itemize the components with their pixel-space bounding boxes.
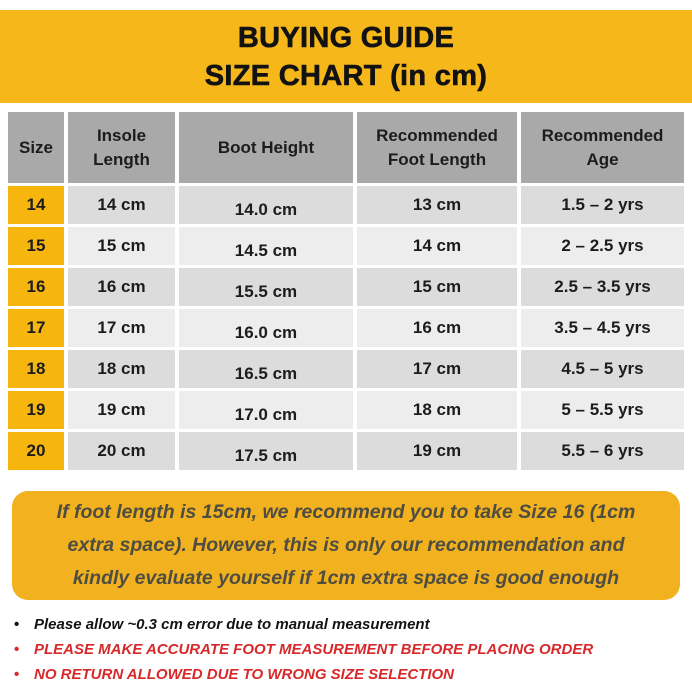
boot-height-value: 16.0 cm (234, 323, 298, 342)
bullet-icon: • (14, 641, 20, 658)
insole-length-cell: 20 cm (68, 432, 175, 470)
column-header-foot-length: Recommended Foot Length (357, 112, 517, 183)
boot-height-value: 14.5 cm (234, 241, 298, 260)
insole-length-cell: 15 cm (68, 227, 175, 265)
boot-height-value: 17.5 cm (234, 446, 298, 465)
boot-height-value: 14.0 cm (234, 200, 298, 219)
age-cell: 2.5 – 3.5 yrs (521, 268, 684, 306)
boot-height-cell: 16.5 cm (179, 350, 353, 388)
foot-length-cell: 14 cm (357, 227, 517, 265)
boot-height-cell: 17.0 cm (179, 391, 353, 429)
foot-length-cell: 19 cm (357, 432, 517, 470)
size-cell: 16 (8, 268, 64, 306)
size-cell: 18 (8, 350, 64, 388)
age-cell: 1.5 – 2 yrs (521, 186, 684, 224)
boot-height-cell: 14.5 cm (179, 227, 353, 265)
size-chart-subtitle: SIZE CHART (in cm) (204, 59, 488, 92)
insole-length-cell: 17 cm (68, 309, 175, 347)
age-cell: 2 – 2.5 yrs (521, 227, 684, 265)
foot-length-cell: 13 cm (357, 186, 517, 224)
size-cell: 15 (8, 227, 64, 265)
age-cell: 4.5 – 5 yrs (521, 350, 684, 388)
recommendation-note-box: If foot length is 15cm, we recommend you… (12, 491, 680, 600)
boot-height-value: 15.5 cm (234, 282, 298, 301)
age-cell: 3.5 – 4.5 yrs (521, 309, 684, 347)
size-chart-table: Size Insole Length Boot Height Recommend… (8, 112, 684, 470)
disclaimer-no-return: • NO RETURN ALLOWED DUE TO WRONG SIZE SE… (14, 662, 684, 687)
foot-length-cell: 16 cm (357, 309, 517, 347)
insole-length-cell: 19 cm (68, 391, 175, 429)
disclaimer-text: NO RETURN ALLOWED DUE TO WRONG SIZE SELE… (34, 666, 454, 683)
disclaimer-text: PLEASE MAKE ACCURATE FOOT MEASUREMENT BE… (34, 641, 594, 658)
title-banner: BUYING GUIDE SIZE CHART (in cm) (0, 10, 692, 103)
size-cell: 14 (8, 186, 64, 224)
size-cell: 17 (8, 309, 64, 347)
disclaimer-text: Please allow ~0.3 cm error due to manual… (34, 616, 430, 633)
disclaimer-measurement-error: • Please allow ~0.3 cm error due to manu… (14, 612, 684, 637)
bullet-icon: • (14, 616, 20, 633)
age-cell: 5.5 – 6 yrs (521, 432, 684, 470)
size-cell: 20 (8, 432, 64, 470)
buying-guide-title: BUYING GUIDE (237, 21, 455, 54)
boot-height-cell: 16.0 cm (179, 309, 353, 347)
foot-length-cell: 15 cm (357, 268, 517, 306)
column-header-boot-height: Boot Height (179, 112, 353, 183)
age-cell: 5 – 5.5 yrs (521, 391, 684, 429)
recommendation-note-text: If foot length is 15cm, we recommend you… (56, 501, 636, 589)
boot-height-cell: 17.5 cm (179, 432, 353, 470)
column-header-age: Recommended Age (521, 112, 684, 183)
bullet-icon: • (14, 666, 20, 683)
foot-length-cell: 17 cm (357, 350, 517, 388)
disclaimer-accurate-measurement: • PLEASE MAKE ACCURATE FOOT MEASUREMENT … (14, 637, 684, 662)
column-header-size: Size (8, 112, 64, 183)
boot-height-cell: 14.0 cm (179, 186, 353, 224)
size-cell: 19 (8, 391, 64, 429)
boot-height-cell: 15.5 cm (179, 268, 353, 306)
insole-length-cell: 18 cm (68, 350, 175, 388)
insole-length-cell: 14 cm (68, 186, 175, 224)
column-header-insole-length: Insole Length (68, 112, 175, 183)
insole-length-cell: 16 cm (68, 268, 175, 306)
boot-height-value: 17.0 cm (234, 405, 298, 424)
foot-length-cell: 18 cm (357, 391, 517, 429)
boot-height-value: 16.5 cm (234, 364, 298, 383)
disclaimer-list: • Please allow ~0.3 cm error due to manu… (14, 612, 684, 687)
